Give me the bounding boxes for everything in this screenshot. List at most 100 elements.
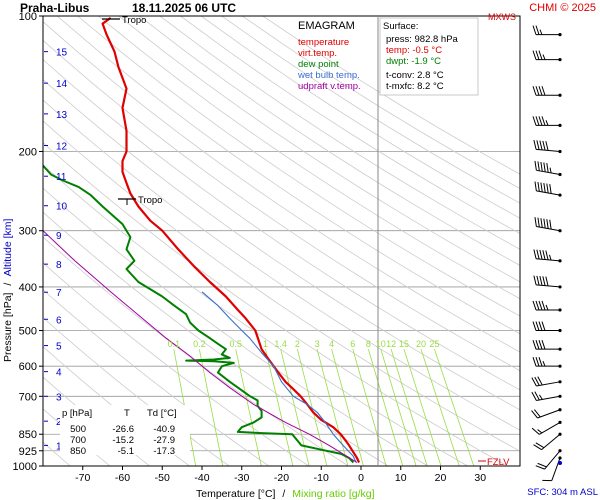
- wind-barb-flag: [533, 140, 537, 150]
- legend-wet-bulb: wet bulb temp.: [297, 70, 360, 81]
- wind-barb-flag: [533, 409, 541, 418]
- wind-barb-800: [531, 420, 562, 435]
- x-axis-title: Temperature [°C] / Mixing ratio [g/kg]: [196, 488, 375, 500]
- freezing-level: FZLV: [478, 457, 510, 468]
- surface-wind-dot: [558, 461, 562, 465]
- mixing-ratio-layer: [173, 349, 475, 466]
- wind-barb-flag: [531, 427, 540, 435]
- wind-barb-flag: [538, 116, 543, 126]
- mixing-ratio-label-0.2: 0.2: [193, 339, 206, 349]
- wind-barb-flag: [537, 181, 540, 192]
- wind-barb-flag: [536, 275, 540, 286]
- dry-adiabat-340: [43, 79, 520, 411]
- wind-barb-925: [535, 449, 562, 470]
- temp-tick-label--70: -70: [75, 472, 90, 484]
- y-axis-label2: Altitude [km]: [2, 219, 14, 277]
- wind-barb-flag: [539, 140, 543, 151]
- pressure-tick-label-700: 700: [19, 391, 37, 403]
- wind-barb-flag: [540, 218, 543, 228]
- mixing-ratio-line-4: [331, 349, 364, 466]
- wind-barb-225: [534, 160, 562, 177]
- mixing-ratio-labels: 0.1 0.2 0.5 1 1.4 2 3 4 6 8 10 12 15 20 25: [168, 339, 440, 349]
- tropopause-upper: Tropo: [102, 15, 146, 26]
- wind-barb-flag: [535, 465, 545, 470]
- sounding-datetime: 18.11.2025 06 UTC: [132, 1, 236, 15]
- wind-barb-400: [533, 275, 562, 289]
- mixing-ratio-line-0.2: [198, 349, 224, 466]
- temp-tick-label--10: -10: [314, 472, 329, 484]
- table-header-p: p [hPa]: [62, 408, 92, 419]
- x-axis-label: Temperature [°C]: [196, 488, 276, 500]
- dry-adiabat-410: [118, 16, 520, 283]
- svg-text:Temperature [°C] /: Temperature [°C] / Mixing ratio [g/kg]: [196, 488, 375, 500]
- dry-adiabat-280: [43, 211, 389, 466]
- wind-barb-200: [533, 140, 562, 154]
- wind-barb-flag: [538, 300, 543, 311]
- temp-tick-label-20: 20: [435, 472, 447, 484]
- altitude-label-10: 10: [56, 202, 68, 213]
- surface-press: press: 982.8 hPa: [386, 34, 459, 45]
- pressure-tick-label-400: 400: [19, 282, 37, 294]
- table-row-700-td: -27.9: [153, 435, 175, 446]
- pressure-tick-label-100: 100: [19, 11, 37, 23]
- wind-barb-flag: [534, 376, 540, 386]
- wind-barb-flag: [536, 249, 540, 260]
- surface-dwpt: dwpt: -1.9 °C: [386, 56, 441, 67]
- legend-virt-temp: virt.temp.: [298, 48, 337, 59]
- fzlv-label: FZLV: [487, 457, 510, 468]
- wind-barb-250: [534, 181, 562, 197]
- wind-barb-flag: [539, 276, 543, 286]
- wind-barb-flag: [541, 300, 546, 311]
- wind-barb-flag: [541, 321, 546, 331]
- wind-barb-550: [532, 340, 562, 351]
- pressure-tick-label-600: 600: [19, 361, 37, 373]
- dry-adiabat-310: [43, 142, 508, 466]
- wind-barb-staff: [538, 421, 561, 435]
- surface-info: Surface: press: 982.8 hPa temp: -0.5 °C …: [379, 17, 479, 96]
- surface-title: Surface:: [383, 21, 418, 32]
- wind-barb-flag: [538, 340, 543, 350]
- altitude-label-5: 5: [56, 342, 62, 353]
- table-row-500-t: -26.6: [112, 424, 134, 435]
- series-layer: [43, 17, 361, 464]
- y-axis-title: Pressure [hPa] / Altitude [km]: [2, 219, 14, 362]
- wind-barb-flag: [541, 340, 546, 350]
- table-row-850-p: 850: [70, 446, 86, 457]
- wind-barb-half-flag: [542, 360, 546, 367]
- wind-barb-staff: [544, 450, 561, 470]
- x-axis-label2: Mixing ratio [g/kg]: [292, 488, 374, 500]
- wind-barb-half-flag: [539, 394, 543, 400]
- wind-barb-150: [532, 86, 562, 97]
- series-udpraft-v-temp-: [43, 230, 358, 463]
- mxws-label: MXWS: [488, 12, 516, 22]
- wind-barb-flag: [531, 410, 538, 419]
- mixing-ratio-label-15: 15: [399, 339, 409, 349]
- mixing-ratio-label-3: 3: [315, 339, 320, 349]
- wind-barb-flag: [541, 86, 546, 96]
- temp-tick-label--50: -50: [155, 472, 170, 484]
- altitude-label-8: 8: [56, 260, 62, 271]
- pressure-tick-label-300: 300: [19, 226, 37, 238]
- svg-text:Pressure [hPa] / A: Pressure [hPa] / Altitude [km]: [2, 219, 14, 362]
- wind-barb-flag: [535, 357, 540, 367]
- wind-barb-staff: [536, 395, 561, 401]
- wind-barb-half-flag: [537, 429, 543, 434]
- altitude-label-6: 6: [56, 315, 62, 326]
- wind-barb-flag: [536, 140, 540, 150]
- wind-barb-750: [531, 408, 562, 419]
- altitude-label-7: 7: [56, 288, 62, 299]
- series-dew-point: [43, 164, 355, 464]
- legend: EMAGRAM temperature virt.temp. dew point…: [297, 20, 361, 92]
- legend-title: EMAGRAM: [298, 20, 355, 32]
- wind-barb-flag: [537, 376, 543, 386]
- dry-adiabat-380: [56, 16, 520, 335]
- altitude-label-14: 14: [56, 79, 68, 90]
- pressure-tick-label-500: 500: [19, 326, 37, 338]
- wind-barb-staff: [551, 457, 561, 481]
- altitude-label-11: 11: [56, 172, 67, 183]
- wind-barb-half-flag: [549, 167, 552, 174]
- wind-barb-flag: [542, 276, 546, 286]
- wind-barb-flag: [549, 184, 552, 194]
